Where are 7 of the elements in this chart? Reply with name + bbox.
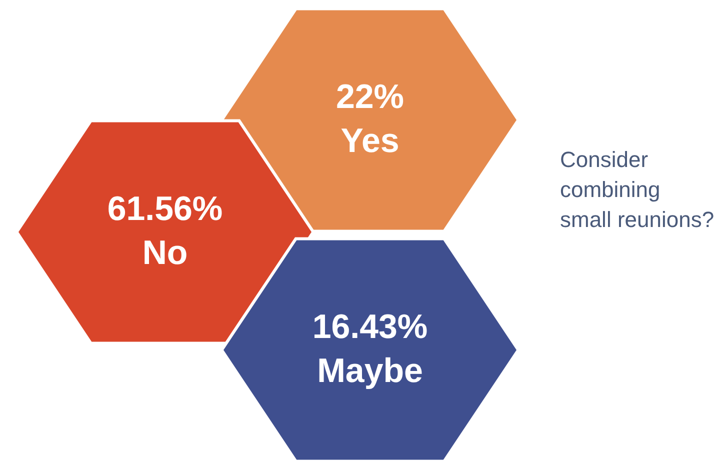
data-label: 16.43% (312, 308, 428, 346)
category-label: Yes (340, 122, 400, 160)
data-label: 22% (336, 78, 404, 116)
text: Consider combining small reunions? (560, 147, 714, 232)
category-label: Maybe (317, 352, 423, 390)
category-label: No (142, 234, 188, 272)
data-label: 61.56% (107, 190, 223, 228)
